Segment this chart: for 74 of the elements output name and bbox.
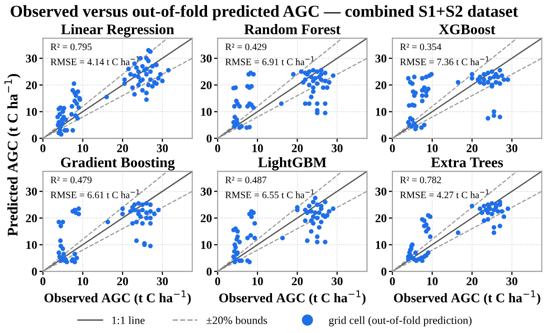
y-tick-label: 20 (200, 214, 212, 222)
x-tick-label: 10 (78, 144, 88, 152)
x-tick-label: 0 (40, 277, 46, 286)
x-axis-title: Observed AGC (t C ha$^{−1}$) (394, 290, 540, 306)
chart-title: XGBoost (438, 24, 496, 34)
x-tick-label: 30 (506, 277, 518, 286)
y-tick-label: 30 (200, 188, 212, 196)
y-tick-label: 10 (376, 240, 386, 249)
x-tick-label: 10 (252, 144, 263, 152)
x-tick-label: 10 (427, 277, 438, 286)
annotation: RMSE = 6.55 t C ha$^{−1}$ (225, 189, 314, 198)
chart-title: Gradient Boosting (60, 157, 175, 170)
annotation: RMSE = 6.91 t C ha$^{−1}$ (225, 56, 314, 66)
annotation: RMSE = 4.14 t C ha$^{−1}$ (50, 56, 140, 66)
x-tick-label: 20 (292, 144, 303, 152)
y-tick-label: 20 (26, 214, 37, 222)
annotation: RMSE = 4.27 t C ha$^{−1}$ (400, 189, 489, 198)
y-tick-label: 20 (26, 81, 37, 90)
x-tick-label: 0 (215, 144, 220, 152)
annotation: R² = 0.487 (225, 176, 266, 184)
annotation: R² = 0.429 (225, 44, 266, 50)
x-tick-label: 0 (40, 144, 46, 152)
annotation: R² = 0.354 (400, 44, 442, 50)
x-tick-label: 10 (252, 277, 263, 286)
y-tick-label: 0 (206, 268, 212, 276)
text: Observed versus out-of-fold predicted AGC — combined S1+S2 dataset (10, 4, 518, 20)
x-tick-label: 30 (156, 144, 168, 152)
x-tick-label: 0 (390, 277, 395, 286)
legend-label: 1:1 line (112, 316, 145, 324)
y-tick-label: 10 (201, 240, 212, 249)
x-tick-label: 30 (332, 277, 343, 286)
y-tick-label: 30 (26, 188, 37, 196)
legend-label: ±20% bounds (206, 316, 268, 324)
chart-title: LightGBM (258, 157, 326, 170)
y-tick-label: 20 (376, 81, 386, 90)
y-axis-title: Predicted AGC (t C ha$^{−1}$) (4, 74, 21, 236)
x-tick-label: 20 (292, 277, 303, 286)
chart-title: Random Forest (244, 24, 341, 34)
y-tick-label: 10 (26, 108, 37, 116)
x-tick-label: 30 (506, 144, 518, 152)
x-tick-label: 20 (117, 144, 128, 152)
y-tick-label: 0 (32, 134, 37, 143)
x-tick-label: 10 (78, 277, 88, 286)
annotation: R² = 0.795 (50, 44, 92, 50)
x-tick-label: 20 (466, 277, 478, 286)
x-axis-title: Observed AGC (t C ha$^{−1}$) (44, 290, 191, 306)
x-tick-label: 10 (427, 144, 438, 152)
annotation: RMSE = 7.36 t C ha$^{−1}$ (400, 56, 489, 66)
y-tick-label: 30 (375, 188, 386, 196)
x-tick-label: 30 (332, 144, 343, 152)
y-tick-label: 10 (376, 108, 386, 116)
y-tick-label: 30 (375, 54, 386, 63)
y-tick-label: 0 (206, 134, 212, 143)
legend-label: grid cell (out-of-fold prediction) (329, 316, 472, 326)
x-tick-label: 30 (156, 277, 168, 286)
chart-title: Linear Regression (61, 24, 174, 38)
y-tick-label: 30 (26, 54, 37, 63)
x-tick-label: 20 (117, 277, 128, 286)
x-tick-label: 0 (390, 144, 395, 152)
y-tick-label: 20 (376, 214, 386, 222)
y-tick-label: 0 (32, 268, 37, 276)
y-tick-label: 10 (201, 108, 212, 116)
annotation: R² = 0.782 (400, 176, 441, 184)
y-tick-label: 0 (381, 268, 386, 276)
y-tick-label: 10 (26, 240, 37, 249)
x-axis-title: Observed AGC (t C ha$^{−1}$) (219, 290, 366, 306)
y-tick-label: 20 (200, 81, 212, 90)
x-tick-label: 20 (466, 144, 478, 152)
chart-title: Extra Trees (431, 158, 503, 168)
annotation: RMSE = 6.61 t C ha$^{−1}$ (50, 189, 140, 198)
y-tick-label: 0 (381, 134, 386, 143)
annotation: R² = 0.479 (50, 176, 92, 184)
y-tick-label: 30 (200, 54, 212, 63)
x-tick-label: 0 (215, 277, 220, 286)
